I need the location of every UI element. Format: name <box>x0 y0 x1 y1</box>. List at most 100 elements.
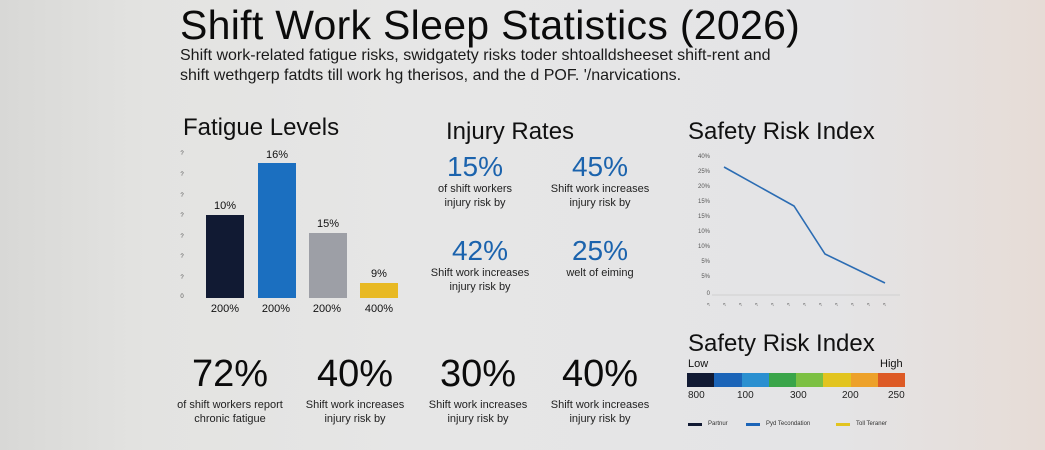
x-tick: ? <box>818 302 825 309</box>
bar-value-label: 16% <box>265 149 289 161</box>
stat-value: 40% <box>561 353 639 395</box>
y-tick: 5% <box>701 274 710 280</box>
stat-caption: welt of eiming <box>566 267 634 279</box>
legend-label: Pyd Tecondation <box>766 421 811 427</box>
injury-stat: 15% of shift workers injury risk by <box>420 152 530 210</box>
bar-4 <box>360 283 398 298</box>
y-tick: 10% <box>697 229 710 235</box>
x-tick: ? <box>866 302 873 309</box>
y-tick: 5% <box>701 259 710 265</box>
gradient-segment <box>768 373 796 387</box>
legend-item: Partnur <box>688 421 728 427</box>
injury-stat: 45% Shift work increases injury risk by <box>545 152 655 210</box>
stat-value: 25% <box>571 235 629 266</box>
y-tick: ? <box>180 234 184 240</box>
bar-category-label: 200% <box>210 303 240 315</box>
stat-caption: Shift work increases injury risk by <box>430 267 530 293</box>
gradient-segment <box>850 373 878 387</box>
gradient-tick: 250 <box>888 390 905 401</box>
x-tick: ? <box>850 302 857 309</box>
y-tick: ? <box>180 254 184 260</box>
stat-value: 42% <box>451 235 509 266</box>
stat-caption: Shift work increases injury risk by <box>305 399 405 425</box>
x-tick: ? <box>882 302 889 309</box>
x-tick: ? <box>754 302 761 309</box>
legend-swatch <box>836 422 850 426</box>
bottom-stat: 30% Shift work increases injury risk by <box>418 354 538 426</box>
x-tick: ? <box>770 302 777 309</box>
legend-item: Toll Teraner <box>836 421 887 427</box>
y-tick: 0 <box>706 291 710 297</box>
y-tick: 15% <box>697 199 710 205</box>
y-tick: 10% <box>697 244 710 250</box>
legend-swatch <box>746 422 760 426</box>
stat-value: 72% <box>191 353 269 395</box>
bar-category-label: 200% <box>261 303 291 315</box>
y-tick: ? <box>180 172 184 178</box>
bar-2 <box>258 163 296 298</box>
stat-value: 40% <box>316 353 394 395</box>
page-subtitle: Shift work-related fatigue risks, swidga… <box>180 46 820 86</box>
subtitle-line-2: shift wethgerp fatdts till work hg theri… <box>180 67 682 84</box>
stat-value: 30% <box>439 353 517 395</box>
x-tick: ? <box>786 302 793 309</box>
bar-value-label: 10% <box>213 200 237 212</box>
bottom-stat: 40% Shift work increases injury risk by <box>295 354 415 426</box>
y-tick: 15% <box>697 214 710 220</box>
stat-caption: of shift workers injury risk by <box>438 183 512 209</box>
y-tick: 20% <box>697 184 710 190</box>
y-tick: ? <box>180 151 184 157</box>
bar-3 <box>309 233 347 298</box>
bottom-stat: 72% of shift workers report chronic fati… <box>165 354 295 426</box>
gradient-segment <box>741 373 769 387</box>
gradient-segment <box>687 373 715 387</box>
bar-value-label: 9% <box>371 268 387 280</box>
line-chart-heading: Safety Risk Index <box>688 118 875 145</box>
page-title: Shift Work Sleep Statistics (2026) <box>180 2 801 48</box>
gradient-segment <box>823 373 851 387</box>
stat-caption: Shift work increases injury risk by <box>428 399 528 425</box>
x-tick: ? <box>706 302 713 309</box>
stat-caption: of shift workers report chronic fatigue <box>177 399 283 425</box>
injury-stat: 25% welt of eiming <box>545 236 655 280</box>
risk-gradient-scale <box>687 373 905 387</box>
x-tick: ? <box>802 302 809 309</box>
gradient-low-label: Low <box>688 358 709 370</box>
y-tick: 40% <box>697 154 710 160</box>
gradient-segment <box>796 373 824 387</box>
legend-item: Pyd Tecondation <box>746 421 810 427</box>
x-tick: ? <box>738 302 745 309</box>
x-tick: ? <box>834 302 841 309</box>
stat-caption: Shift work increases injury risk by <box>550 399 650 425</box>
gradient-tick: 800 <box>688 390 705 401</box>
bar-category-label: 400% <box>364 303 394 315</box>
stat-caption: Shift work increases injury risk by <box>550 183 650 209</box>
bar-value-label: 15% <box>316 218 340 230</box>
y-tick: ? <box>180 213 184 219</box>
injury-stat: 42% Shift work increases injury risk by <box>425 236 535 294</box>
fatigue-heading: Fatigue Levels <box>183 114 340 141</box>
y-tick: ? <box>180 193 184 199</box>
bottom-stat: 40% Shift work increases injury risk by <box>540 354 660 426</box>
gradient-segment <box>877 373 905 387</box>
legend-swatch <box>688 422 702 426</box>
bar-1 <box>206 215 244 298</box>
x-tick: ? <box>722 302 729 309</box>
gradient-high-label: High <box>880 358 903 370</box>
y-tick: 25% <box>697 169 710 175</box>
legend-label: Partnur <box>708 421 728 427</box>
subtitle-line-1: Shift work-related fatigue risks, swidga… <box>180 47 771 64</box>
gradient-segment <box>714 373 742 387</box>
y-tick: ? <box>180 275 184 281</box>
y-tick: 0 <box>180 294 184 300</box>
stat-value: 15% <box>446 151 504 182</box>
legend-label: Toll Teraner <box>856 421 887 427</box>
gradient-tick: 200 <box>842 390 859 401</box>
gradient-tick: 100 <box>737 390 754 401</box>
injury-heading: Injury Rates <box>446 118 575 145</box>
bar-category-label: 200% <box>312 303 342 315</box>
gradient-heading: Safety Risk Index <box>688 330 875 357</box>
stat-value: 45% <box>571 151 629 182</box>
gradient-tick: 300 <box>790 390 807 401</box>
line-plot <box>712 166 900 296</box>
